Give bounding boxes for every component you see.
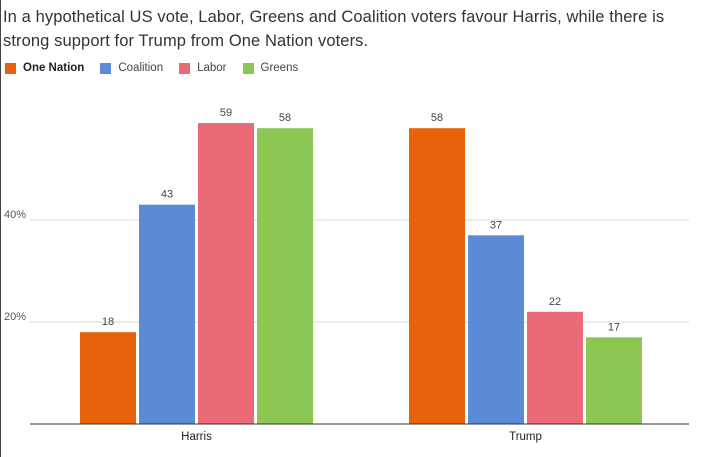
bar-trump-coalition [468, 235, 524, 424]
legend-swatch-labor [179, 62, 191, 74]
legend-item-greens: Greens [242, 62, 299, 74]
chart-title: In a hypothetical US vote, Labor, Greens… [3, 8, 665, 50]
legend-swatch-greens [242, 62, 254, 74]
value-label-harris-coalition: 43 [161, 189, 173, 201]
bar-harris-coalition [139, 204, 195, 424]
value-label-harris-one-nation: 18 [102, 316, 114, 328]
legend-label-labor: Labor [197, 62, 227, 74]
bar-harris-labor [198, 123, 254, 424]
bar-trump-labor [527, 311, 583, 424]
legend-label-one-nation: One Nation [23, 62, 85, 74]
legend-item-labor: Labor [179, 62, 227, 74]
x-tick-label-harris: Harris [181, 431, 212, 443]
y-tick-label-40: 40% [4, 209, 26, 221]
legend-item-coalition: Coalition [100, 62, 163, 74]
legend-label-greens: Greens [260, 62, 299, 74]
bar-trump-one-nation [409, 128, 465, 424]
value-label-trump-labor: 22 [549, 296, 561, 308]
x-tick-label-trump: Trump [509, 431, 542, 443]
legend-item-one-nation: One Nation [5, 62, 84, 74]
bar-trump-greens [586, 337, 642, 424]
bar-harris-greens [257, 128, 313, 424]
value-label-trump-coalition: 37 [490, 219, 502, 231]
legend: One Nation Coalition Labor Greens [5, 60, 314, 76]
legend-swatch-one-nation [5, 62, 16, 74]
value-label-trump-greens: 17 [608, 321, 620, 333]
value-label-harris-labor: 59 [220, 107, 232, 119]
y-tick-label-20: 20% [4, 311, 26, 323]
left-border [0, 0, 1, 457]
value-label-trump-one-nation: 58 [431, 112, 443, 124]
value-label-harris-greens: 58 [279, 112, 291, 124]
bar-harris-one-nation [80, 332, 136, 424]
legend-swatch-coalition [100, 62, 112, 74]
legend-label-coalition: Coalition [118, 62, 164, 74]
